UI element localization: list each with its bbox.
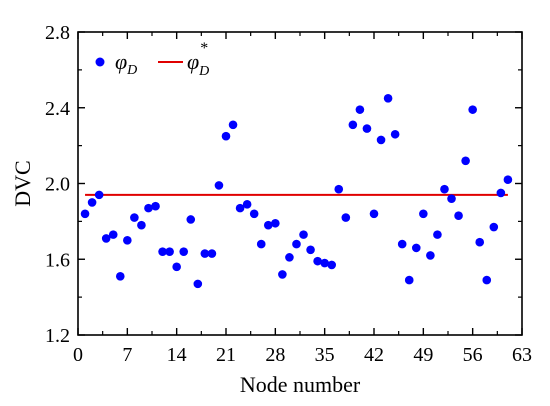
data-point [263,220,273,230]
data-point [179,247,189,256]
data-point [355,105,365,114]
data-points-layer [80,93,513,289]
data-point [299,230,308,239]
data-point [186,215,196,224]
data-point [496,188,506,198]
data-point [404,275,414,285]
data-point [228,120,238,130]
data-point [426,251,435,260]
x-tick-label: 21 [216,344,236,366]
y-tick-label: 1.2 [45,325,70,347]
data-point [137,220,146,230]
data-point [235,203,245,213]
data-point [214,181,224,190]
x-tick-label: 35 [315,344,335,366]
x-tick-label: 63 [512,344,532,366]
data-point [369,209,379,219]
y-tick-label: 1.6 [45,249,70,271]
legend-label-points: φD [115,49,137,78]
data-point [165,247,174,256]
x-tick-labels: 0 7 14 21 28 35 42 49 56 63 [73,344,532,366]
data-point [144,203,153,213]
data-point [362,124,372,133]
data-point [221,131,231,141]
data-point [334,184,344,194]
data-point [158,247,167,256]
data-point [130,213,139,222]
legend-line-main: φ [187,49,199,74]
data-point [383,93,393,103]
data-point [115,271,125,281]
data-point [376,135,386,145]
data-point [306,245,315,255]
data-point [207,249,217,258]
data-point [123,236,132,245]
data-point [278,270,287,279]
data-point [433,230,442,239]
y-tick-label: 2.4 [45,98,70,120]
x-tick-label: 28 [265,344,285,366]
data-point [482,275,492,285]
data-point [200,249,210,258]
data-point [151,201,160,211]
data-point [468,105,477,114]
data-point [87,198,97,207]
data-point [411,243,421,253]
y-tick-labels: 1.2 1.6 2.0 2.4 2.8 [45,22,70,347]
data-point [80,209,90,219]
data-point [348,120,358,130]
data-point [292,239,301,249]
data-point [249,209,259,219]
data-point [172,262,181,272]
x-tick-label: 49 [413,344,433,366]
y-axis-title: DVC [10,160,35,206]
data-point [397,239,407,249]
x-tick-label: 7 [122,344,132,366]
data-point [242,200,252,209]
data-point [341,213,351,222]
x-tick-label: 56 [463,344,483,366]
legend-points-sub: D [126,63,137,78]
data-point [101,234,111,243]
data-point [271,218,280,228]
data-point [193,279,203,289]
data-point [285,253,294,262]
legend-line-sup: * [200,40,208,57]
x-axis-title: Node number [240,372,361,397]
data-point [320,258,329,268]
data-point [447,194,456,203]
plot-frame [77,31,523,336]
data-point [503,175,513,185]
data-point [108,230,118,239]
y-tick-label: 2.8 [45,22,70,44]
legend-points-main: φ [115,49,127,74]
x-tick-label: 0 [73,344,83,366]
legend-marker-points [95,57,105,67]
data-point [256,239,266,249]
x-tick-label: 14 [167,344,187,366]
data-point [489,222,499,232]
data-point [454,211,463,220]
y-tick-label: 2.0 [45,174,70,196]
tick-marks [77,31,523,336]
legend: φD φD* [95,40,209,79]
data-point [475,237,485,247]
data-point [94,190,104,200]
x-tick-label: 42 [364,344,384,366]
data-point [313,256,322,266]
data-point [440,184,449,194]
data-point [327,260,337,270]
data-point [419,209,428,219]
data-point [461,156,470,166]
legend-label-line: φD * [187,40,209,79]
legend-line-sub: D [198,64,209,79]
data-point [390,129,400,139]
